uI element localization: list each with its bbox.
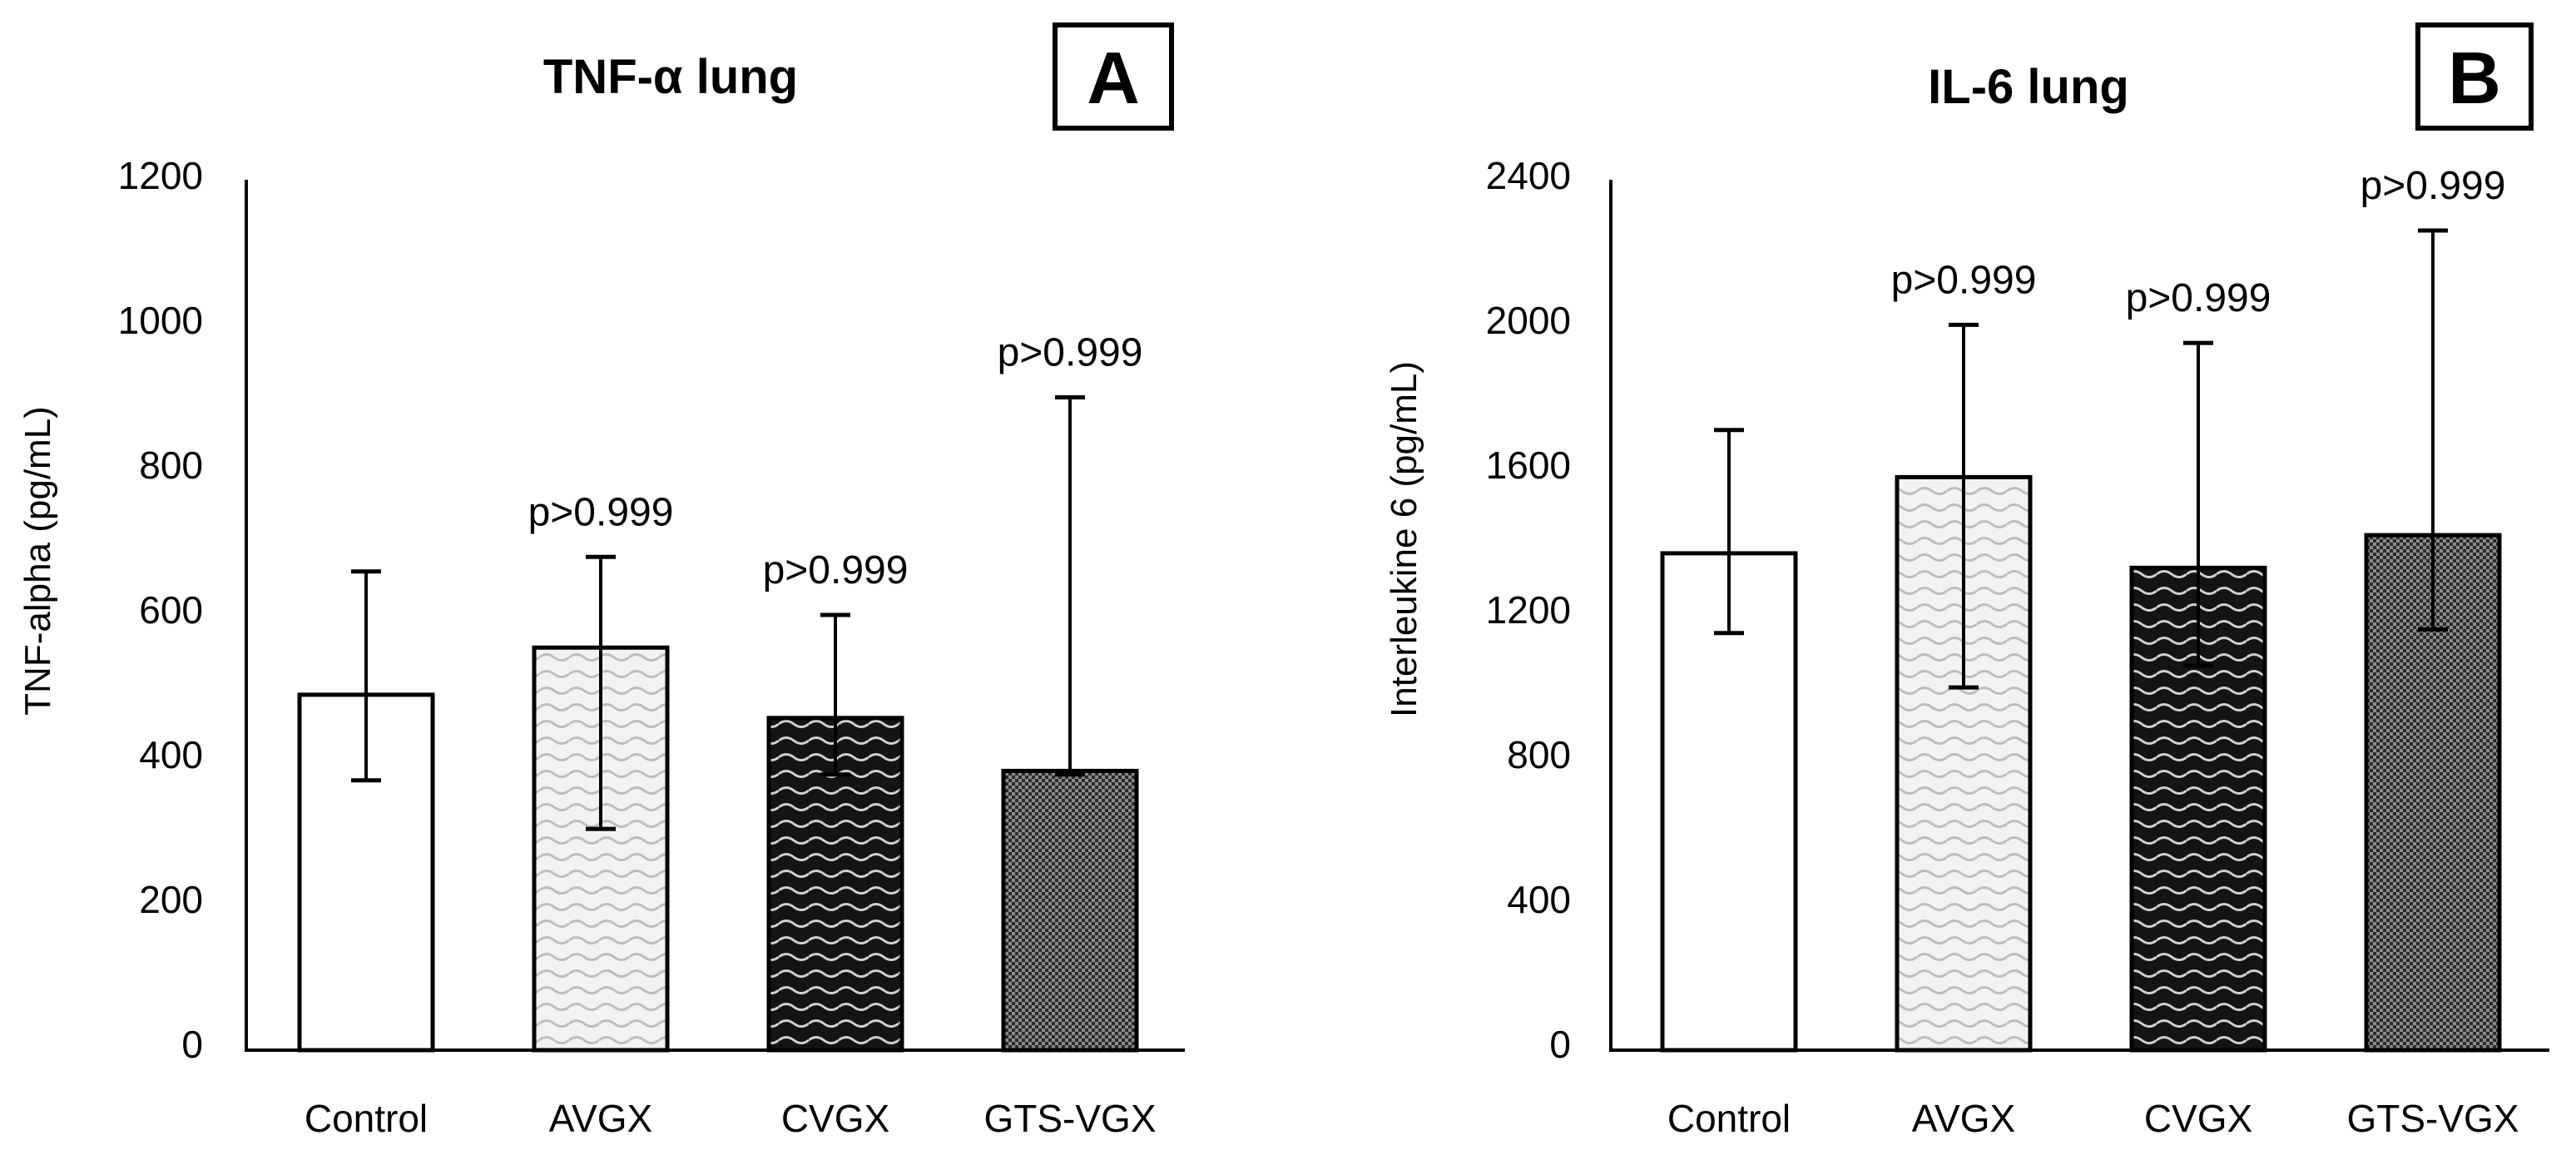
panel-a-y-tick-label: 200 (139, 878, 203, 921)
panel-a-bar-gts-vgx (1001, 768, 1139, 1053)
panel-b-y-axis-title: Interleukine 6 (pg/mL) (1384, 361, 1424, 717)
panel-b-x-tick-label: AVGX (1912, 1097, 2015, 1140)
panel-a-x-tick-labels: Control AVGX CVGX GTS-VGX (305, 1097, 1157, 1140)
panel-b-y-tick-label: 800 (1507, 733, 1571, 776)
panel-a-x-tick-label: Control (305, 1097, 428, 1140)
panel-a-p-value-gts-vgx: p>0.999 (998, 331, 1143, 375)
panel-b-y-tick-label: 0 (1549, 1023, 1571, 1066)
panel-b-y-ticks: 0 400 800 1200 1600 2000 2400 (1486, 154, 1571, 1066)
panel-a-p-value-cvgx: p>0.999 (763, 548, 909, 592)
panel-a: TNF-α lung A TNF-alpha (pg/mL) 0 200 400… (17, 22, 1185, 1140)
panel-b-title: IL-6 lung (1928, 60, 2129, 114)
panel-b-x-tick-label: Control (1667, 1097, 1791, 1140)
panel-a-letter: A (1087, 37, 1140, 119)
panel-a-bars: p>0.999 p>0.999 p>0.999 (297, 331, 1143, 1053)
panel-b-y-tick-label: 400 (1507, 878, 1571, 921)
panel-a-letter-box: A (1053, 22, 1174, 131)
panel-b-x-tick-label: CVGX (2144, 1097, 2252, 1140)
panel-b-x-tick-labels: Control AVGX CVGX GTS-VGX (1667, 1097, 2519, 1140)
panel-b-y-tick-label: 1200 (1486, 588, 1571, 632)
panel-a-y-tick-label: 0 (181, 1023, 203, 1066)
panel-a-p-value-avgx: p>0.999 (528, 490, 674, 534)
panel-a-y-tick-label: 1200 (118, 154, 203, 197)
panel-a-y-ticks: 0 200 400 600 800 1000 1200 (118, 154, 203, 1066)
panel-a-y-axis-title: TNF-alpha (pg/mL) (17, 406, 58, 716)
panel-a-y-tick-label: 400 (139, 733, 203, 776)
panel-b-x-tick-label: GTS-VGX (2346, 1097, 2519, 1140)
panel-a-y-tick-label: 800 (139, 444, 203, 487)
panel-b-p-value-avgx: p>0.999 (1891, 258, 2037, 302)
panel-a-x-tick-label: CVGX (781, 1097, 889, 1140)
panel-a-x-tick-label: GTS-VGX (983, 1097, 1156, 1140)
panel-b-letter: B (2448, 37, 2501, 119)
panel-b-p-value-gts-vgx: p>0.999 (2361, 164, 2506, 208)
panel-a-y-tick-label: 1000 (118, 299, 203, 342)
panel-a-x-tick-label: AVGX (549, 1097, 652, 1140)
panel-b-p-value-cvgx: p>0.999 (2126, 276, 2271, 320)
panel-b-letter-box: B (2415, 22, 2534, 131)
panel-b-bars: p>0.999 p>0.999 p>0.999 (1660, 164, 2506, 1053)
panel-a-y-tick-label: 600 (139, 588, 203, 632)
panel-b-y-tick-label: 2400 (1486, 154, 1571, 197)
panel-a-title: TNF-α lung (543, 50, 798, 104)
panel-b-y-tick-label: 1600 (1486, 444, 1571, 487)
panel-b: IL-6 lung B Interleukine 6 (pg/mL) 0 400… (1384, 22, 2549, 1140)
panel-b-bar-control (1660, 551, 1798, 1053)
panel-b-y-tick-label: 2000 (1486, 299, 1571, 342)
